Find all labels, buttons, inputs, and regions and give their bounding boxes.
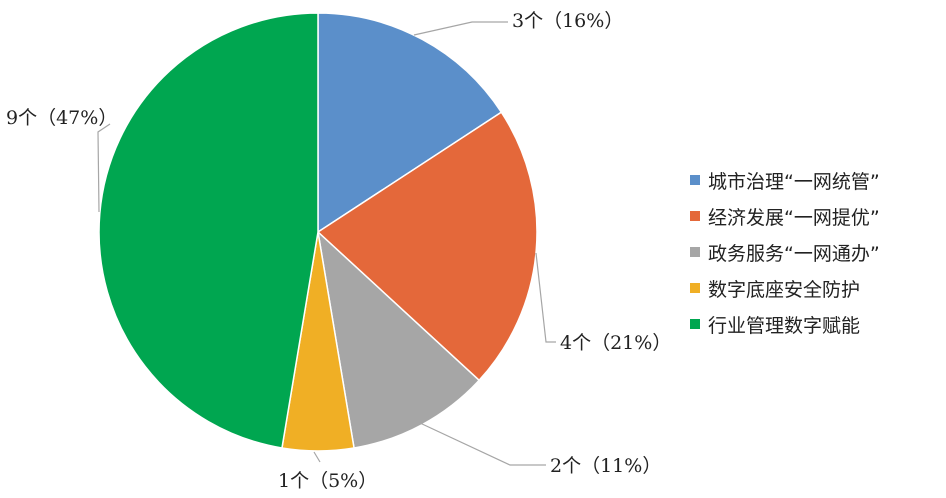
data-label-4: 1个（5%） [278, 470, 377, 492]
legend-label: 数字底座安全防护 [708, 278, 861, 301]
leader-line-3 [419, 422, 546, 466]
leader-line-5 [97, 123, 111, 213]
data-label-2: 4个（21%） [560, 332, 671, 354]
legend-swatch [690, 283, 700, 293]
data-label-3: 2个（11%） [550, 455, 661, 477]
legend-label: 经济发展“一网提优” [708, 206, 880, 229]
legend-label: 行业管理数字赋能 [708, 314, 861, 337]
pie-slice-5 [98, 12, 319, 449]
data-label-1: 3个（16%） [512, 10, 623, 32]
leader-lines [97, 21, 556, 466]
pie-slice-2 [316, 111, 538, 382]
data-labels: 3个（16%） 4个（21%） 2个（11%） 1个（5%） 9个（47%） [6, 10, 671, 492]
leader-line-1 [413, 21, 508, 36]
legend-label: 政务服务“一网通办” [708, 242, 880, 265]
leader-line-2 [535, 252, 556, 343]
legend-swatch [690, 175, 700, 185]
legend-label: 城市治理“一网统管” [708, 170, 880, 193]
legend-item-1: 城市治理“一网统管” [690, 162, 880, 198]
legend-item-2: 经济发展“一网提优” [690, 198, 880, 234]
leader-line-4 [313, 451, 321, 463]
pie-slice-1 [317, 12, 503, 234]
legend-item-5: 行业管理数字赋能 [690, 306, 880, 342]
legend-swatch [690, 211, 700, 221]
legend-swatch [690, 247, 700, 257]
legend-item-4: 数字底座安全防护 [690, 270, 880, 306]
legend-item-3: 政务服务“一网通办” [690, 234, 880, 270]
legend: 城市治理“一网统管” 经济发展“一网提优” 政务服务“一网通办” 数字底座安全防护 行业… [690, 162, 880, 342]
data-label-5: 9个（47%） [6, 107, 117, 129]
legend-swatch [690, 319, 700, 329]
pie-slices [98, 12, 538, 452]
